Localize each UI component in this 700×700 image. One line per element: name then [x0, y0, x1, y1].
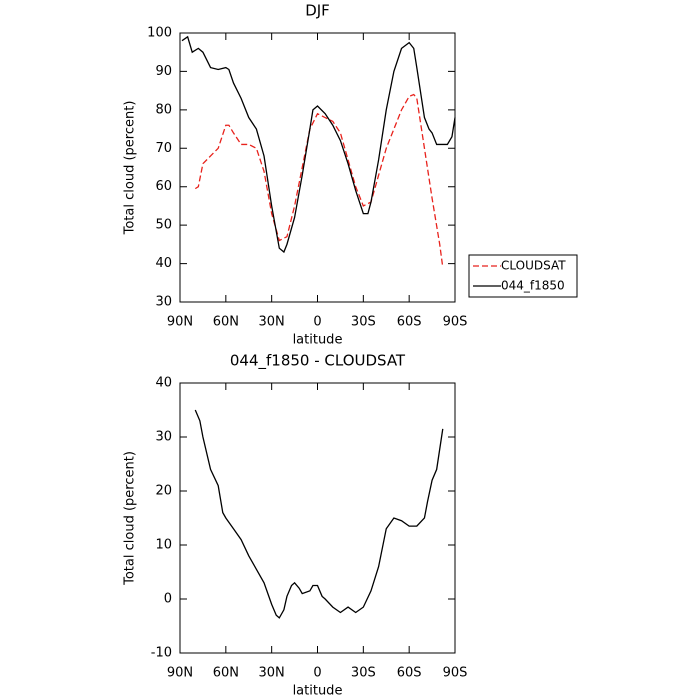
- x-tick-label: 60N: [213, 666, 239, 681]
- plot-frame: [179, 32, 456, 303]
- x-tick-label: 90S: [443, 666, 468, 681]
- y-tick-label: 60: [155, 179, 172, 194]
- x-tick-label: 0: [313, 315, 321, 330]
- plot-frame: [179, 382, 456, 654]
- y-tick-label: 80: [155, 102, 172, 117]
- series-line: [194, 93, 444, 268]
- x-tick-label: 90S: [443, 315, 468, 330]
- x-tick-label: 60S: [397, 315, 422, 330]
- x-axis-label: latitude: [293, 333, 343, 348]
- y-tick-label: 10: [155, 538, 172, 553]
- x-tick-label: 30S: [351, 666, 376, 681]
- x-tick-label: 0: [313, 666, 321, 681]
- y-tick-label: 0: [164, 592, 172, 607]
- y-tick-label: 100: [147, 26, 172, 41]
- chart-title: 044_f1850 - CLOUDSAT: [230, 352, 406, 371]
- y-axis-label: Total cloud (percent): [123, 451, 138, 586]
- y-tick-label: 20: [155, 484, 172, 499]
- chart-title: DJF: [305, 2, 330, 20]
- series-line: [181, 35, 456, 254]
- y-axis-label: Total cloud (percent): [123, 101, 138, 236]
- x-tick-label: 30S: [351, 315, 376, 330]
- y-tick-label: -10: [151, 646, 172, 661]
- x-tick-label: 90N: [167, 315, 193, 330]
- x-tick-label: 60S: [397, 666, 422, 681]
- y-tick-label: 30: [155, 430, 172, 445]
- x-tick-label: 30N: [259, 666, 285, 681]
- y-tick-label: 50: [155, 218, 172, 233]
- x-tick-label: 90N: [167, 666, 193, 681]
- legend-label: CLOUDSAT: [501, 259, 566, 273]
- series-line: [194, 409, 444, 619]
- y-tick-label: 40: [155, 256, 172, 271]
- x-axis-label: latitude: [293, 684, 343, 699]
- y-tick-label: 40: [155, 376, 172, 391]
- x-tick-label: 60N: [213, 315, 239, 330]
- legend-label: 044_f1850: [501, 279, 565, 293]
- y-tick-label: 90: [155, 64, 172, 79]
- x-tick-label: 30N: [259, 315, 285, 330]
- y-tick-label: 30: [155, 295, 172, 310]
- legend-box: [468, 254, 578, 298]
- y-tick-label: 70: [155, 141, 172, 156]
